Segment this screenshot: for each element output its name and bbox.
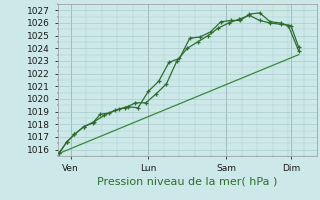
X-axis label: Pression niveau de la mer( hPa ): Pression niveau de la mer( hPa ) <box>97 177 277 187</box>
